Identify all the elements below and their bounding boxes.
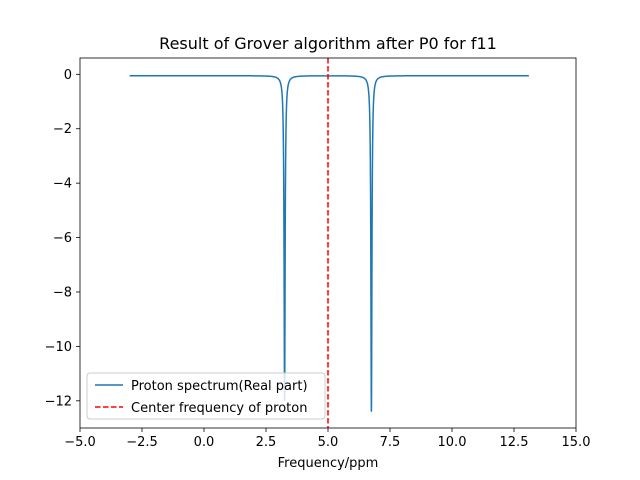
y-axis: 0 −2 −4 −6 −8 −10 −12 bbox=[45, 68, 80, 409]
x-axis-label: Frequency/ppm bbox=[278, 456, 379, 471]
x-tick-label: 15.0 bbox=[562, 435, 591, 450]
legend-label-spectrum: Proton spectrum(Real part) bbox=[131, 379, 308, 394]
chart-title: Result of Grover algorithm after P0 for … bbox=[159, 34, 497, 53]
x-tick-label: −5.0 bbox=[64, 435, 96, 450]
spectrum-line bbox=[129, 74, 529, 412]
x-axis: −5.0 −2.5 0.0 2.5 5.0 7.5 10.0 12.5 15.0 bbox=[64, 428, 590, 450]
y-tick-label: −4 bbox=[53, 177, 72, 192]
y-tick-label: −12 bbox=[45, 394, 72, 409]
y-tick-label: −10 bbox=[45, 340, 72, 355]
legend-label-center: Center frequency of proton bbox=[131, 401, 307, 416]
x-tick-label: −2.5 bbox=[126, 435, 158, 450]
x-tick-label: 2.5 bbox=[256, 435, 277, 450]
x-tick-label: 10.0 bbox=[438, 435, 467, 450]
y-tick-label: −6 bbox=[53, 231, 72, 246]
legend: Proton spectrum(Real part) Center frequen… bbox=[86, 372, 326, 420]
legend-box bbox=[86, 372, 326, 420]
x-tick-label: 0.0 bbox=[194, 435, 215, 450]
y-tick-label: −2 bbox=[53, 122, 72, 137]
x-tick-label: 5.0 bbox=[318, 435, 339, 450]
x-tick-label: 7.5 bbox=[380, 435, 401, 450]
y-tick-label: 0 bbox=[64, 68, 72, 83]
x-tick-label: 12.5 bbox=[500, 435, 529, 450]
y-tick-label: −8 bbox=[53, 285, 72, 300]
